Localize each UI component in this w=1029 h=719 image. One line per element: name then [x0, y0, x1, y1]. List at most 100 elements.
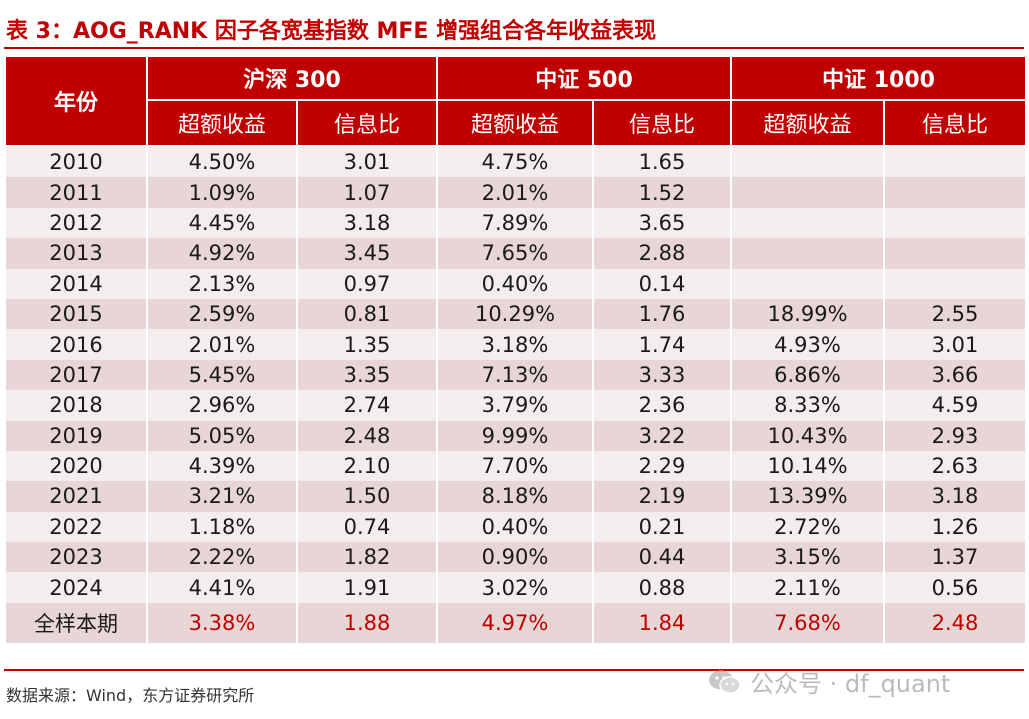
- table-row: 2020 4.39% 2.10 7.70% 2.29 10.14% 2.63: [4, 450, 1028, 482]
- value-cell: 2.10: [296, 450, 438, 482]
- value-cell: 1.09%: [146, 177, 298, 208]
- value-cell: 2.13%: [146, 268, 298, 299]
- table-row: 2018 2.96% 2.74 3.79% 2.36 8.33% 4.59: [4, 390, 1028, 421]
- value-cell: 4.39%: [146, 450, 298, 482]
- value-cell: 3.79%: [436, 390, 594, 421]
- year-cell: 2016: [4, 329, 148, 360]
- value-cell: 3.15%: [730, 542, 885, 573]
- value-cell: 3.35: [296, 359, 438, 391]
- total-value-cell: 2.48: [882, 602, 1028, 643]
- value-cell: 3.02%: [436, 572, 594, 603]
- value-cell: [882, 207, 1028, 239]
- value-cell: 7.65%: [436, 238, 594, 269]
- value-cell: 5.05%: [146, 420, 298, 451]
- value-cell: [882, 268, 1028, 299]
- value-cell: 4.41%: [146, 572, 298, 603]
- value-cell: [730, 238, 885, 269]
- value-cell: 10.14%: [730, 450, 885, 482]
- value-cell: 6.86%: [730, 359, 885, 391]
- table-row: 2023 2.22% 1.82 0.90% 0.44 3.15% 1.37: [4, 542, 1028, 573]
- value-cell: [882, 238, 1028, 269]
- table-row: 2011 1.09% 1.07 2.01% 1.52: [4, 177, 1028, 208]
- value-cell: 0.21: [592, 511, 732, 543]
- value-cell: 4.45%: [146, 207, 298, 239]
- value-cell: 2.19: [592, 481, 732, 512]
- value-cell: 2.72%: [730, 511, 885, 543]
- title-divider: [4, 47, 1024, 49]
- value-cell: 2.01%: [146, 329, 298, 360]
- value-cell: 0.14: [592, 268, 732, 299]
- sub-header: 信息比: [882, 99, 1028, 147]
- value-cell: 10.29%: [436, 298, 594, 330]
- value-cell: 8.18%: [436, 481, 594, 512]
- value-cell: 1.07: [296, 177, 438, 208]
- year-cell: 2020: [4, 450, 148, 482]
- year-cell: 2012: [4, 207, 148, 239]
- value-cell: 2.93: [882, 420, 1028, 451]
- value-cell: 4.75%: [436, 146, 594, 178]
- value-cell: 2.01%: [436, 177, 594, 208]
- total-value-cell: 7.68%: [730, 602, 885, 643]
- table-row: 2015 2.59% 0.81 10.29% 1.76 18.99% 2.55: [4, 298, 1028, 330]
- sub-header: 超额收益: [730, 99, 885, 147]
- year-cell: 2022: [4, 511, 148, 543]
- value-cell: 3.66: [882, 359, 1028, 391]
- returns-table: 年份 沪深 300 中证 500 中证 1000 超额收益 信息比 超额收益 信…: [4, 55, 1028, 643]
- value-cell: [882, 146, 1028, 178]
- table-row: 2010 4.50% 3.01 4.75% 1.65: [4, 146, 1028, 178]
- year-cell: 2019: [4, 420, 148, 451]
- sub-header: 超额收益: [146, 99, 298, 147]
- total-value-cell: 3.38%: [146, 602, 298, 643]
- value-cell: 2.96%: [146, 390, 298, 421]
- total-label-cell: 全样本期: [4, 602, 148, 643]
- value-cell: 3.21%: [146, 481, 298, 512]
- group-header-hs300: 沪深 300: [146, 55, 438, 101]
- year-header: 年份: [4, 55, 148, 147]
- watermark-text: 公众号 · df_quant: [750, 670, 951, 698]
- value-cell: 3.22: [592, 420, 732, 451]
- table-row: 2019 5.05% 2.48 9.99% 3.22 10.43% 2.93: [4, 420, 1028, 451]
- value-cell: 2.22%: [146, 542, 298, 573]
- value-cell: 3.18%: [436, 329, 594, 360]
- value-cell: 1.91: [296, 572, 438, 603]
- value-cell: 3.45: [296, 238, 438, 269]
- value-cell: [730, 268, 885, 299]
- table-row: 2021 3.21% 1.50 8.18% 2.19 13.39% 3.18: [4, 481, 1028, 512]
- value-cell: [730, 177, 885, 208]
- value-cell: 2.88: [592, 238, 732, 269]
- value-cell: 13.39%: [730, 481, 885, 512]
- value-cell: 0.81: [296, 298, 438, 330]
- year-cell: 2014: [4, 268, 148, 299]
- table-row: 2017 5.45% 3.35 7.13% 3.33 6.86% 3.66: [4, 359, 1028, 391]
- year-cell: 2010: [4, 146, 148, 178]
- value-cell: 3.01: [296, 146, 438, 178]
- value-cell: 2.63: [882, 450, 1028, 482]
- value-cell: 3.18: [296, 207, 438, 239]
- value-cell: 2.59%: [146, 298, 298, 330]
- value-cell: 8.33%: [730, 390, 885, 421]
- value-cell: 3.33: [592, 359, 732, 391]
- sub-header: 信息比: [296, 99, 438, 147]
- value-cell: 3.01: [882, 329, 1028, 360]
- value-cell: 2.11%: [730, 572, 885, 603]
- year-cell: 2023: [4, 542, 148, 573]
- value-cell: 1.26: [882, 511, 1028, 543]
- group-header-zz500: 中证 500: [436, 55, 732, 101]
- value-cell: 2.55: [882, 298, 1028, 330]
- value-cell: 4.93%: [730, 329, 885, 360]
- year-cell: 2018: [4, 390, 148, 421]
- value-cell: 0.97: [296, 268, 438, 299]
- year-cell: 2015: [4, 298, 148, 330]
- value-cell: 9.99%: [436, 420, 594, 451]
- table-row: 2013 4.92% 3.45 7.65% 2.88: [4, 238, 1028, 269]
- value-cell: [730, 207, 885, 239]
- value-cell: 1.35: [296, 329, 438, 360]
- value-cell: 0.44: [592, 542, 732, 573]
- value-cell: 1.52: [592, 177, 732, 208]
- value-cell: 7.13%: [436, 359, 594, 391]
- table-row: 2016 2.01% 1.35 3.18% 1.74 4.93% 3.01: [4, 329, 1028, 360]
- value-cell: 2.74: [296, 390, 438, 421]
- total-value-cell: 4.97%: [436, 602, 594, 643]
- table-row: 2024 4.41% 1.91 3.02% 0.88 2.11% 0.56: [4, 572, 1028, 603]
- value-cell: 1.50: [296, 481, 438, 512]
